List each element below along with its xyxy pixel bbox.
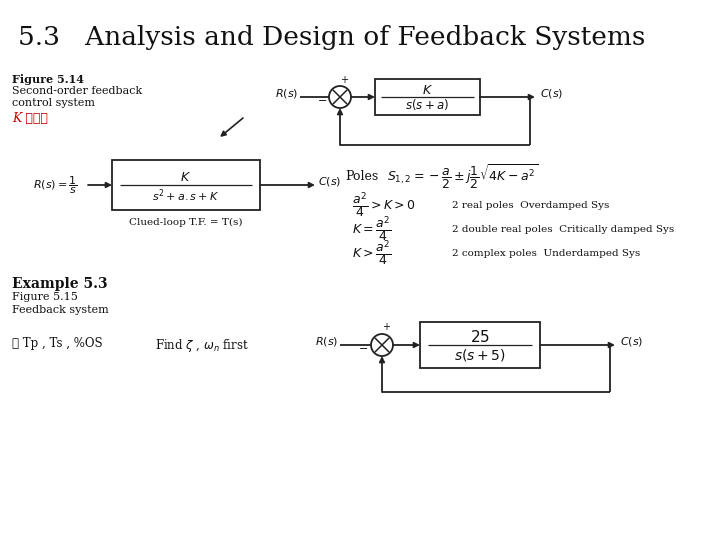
Text: −: − (359, 344, 368, 354)
Text: control system: control system (12, 98, 95, 108)
Text: $C(s)$: $C(s)$ (620, 335, 644, 348)
Text: $R(s)$: $R(s)$ (315, 335, 338, 348)
Text: +: + (382, 322, 390, 332)
Text: Example 5.3: Example 5.3 (12, 277, 107, 291)
Bar (420, 322, 540, 368)
Text: $s(s+5)$: $s(s+5)$ (454, 347, 506, 363)
Text: $s^2+a.s+K$: $s^2+a.s+K$ (153, 188, 220, 204)
Text: $C(s)$: $C(s)$ (540, 87, 563, 100)
Text: $K$: $K$ (181, 171, 192, 184)
Text: $K$: $K$ (422, 84, 433, 97)
Text: $K>\dfrac{a^2}{4}$: $K>\dfrac{a^2}{4}$ (352, 238, 392, 268)
Text: $C(s)$: $C(s)$ (318, 176, 341, 188)
Text: $R(s)$: $R(s)$ (275, 87, 298, 100)
Text: $\dfrac{a^2}{4}>K>0$: $\dfrac{a^2}{4}>K>0$ (352, 190, 415, 220)
Text: 2 real poles  Overdamped Sys: 2 real poles Overdamped Sys (452, 200, 609, 210)
Text: Clued-loop T.F. = T(s): Clued-loop T.F. = T(s) (130, 218, 243, 227)
Text: 2 complex poles  Underdamped Sys: 2 complex poles Underdamped Sys (452, 248, 640, 258)
Text: Figure 5.15: Figure 5.15 (12, 292, 78, 302)
Text: Poles: Poles (345, 171, 378, 184)
Text: $s(s+a)$: $s(s+a)$ (405, 97, 449, 112)
Text: 求 Tp , Ts , %OS: 求 Tp , Ts , %OS (12, 337, 103, 350)
Text: Figure 5.14: Figure 5.14 (12, 74, 84, 85)
Text: $R(s)=\dfrac{1}{s}$: $R(s)=\dfrac{1}{s}$ (32, 174, 78, 195)
Text: Second-order feedback: Second-order feedback (12, 86, 143, 96)
Text: $K=\dfrac{a^2}{4}$: $K=\dfrac{a^2}{4}$ (352, 214, 392, 244)
Text: +: + (340, 75, 348, 85)
Bar (375, 79, 480, 115)
Text: −: − (318, 96, 327, 106)
Text: $25$: $25$ (470, 329, 490, 345)
Text: Find $\zeta$ , $\omega_n$ first: Find $\zeta$ , $\omega_n$ first (155, 337, 249, 354)
Text: 5.3   Analysis and Design of Feedback Systems: 5.3 Analysis and Design of Feedback Syst… (18, 25, 645, 50)
Text: 2 double real poles  Critically damped Sys: 2 double real poles Critically damped Sy… (452, 225, 674, 233)
Text: K 為變數: K 為變數 (12, 112, 48, 125)
Text: $S_{1,2}= -\dfrac{a}{2}\pm j\dfrac{1}{2}\sqrt{4K-a^2}$: $S_{1,2}= -\dfrac{a}{2}\pm j\dfrac{1}{2}… (387, 163, 538, 191)
Text: Feedback system: Feedback system (12, 305, 109, 315)
Bar (112, 160, 260, 210)
